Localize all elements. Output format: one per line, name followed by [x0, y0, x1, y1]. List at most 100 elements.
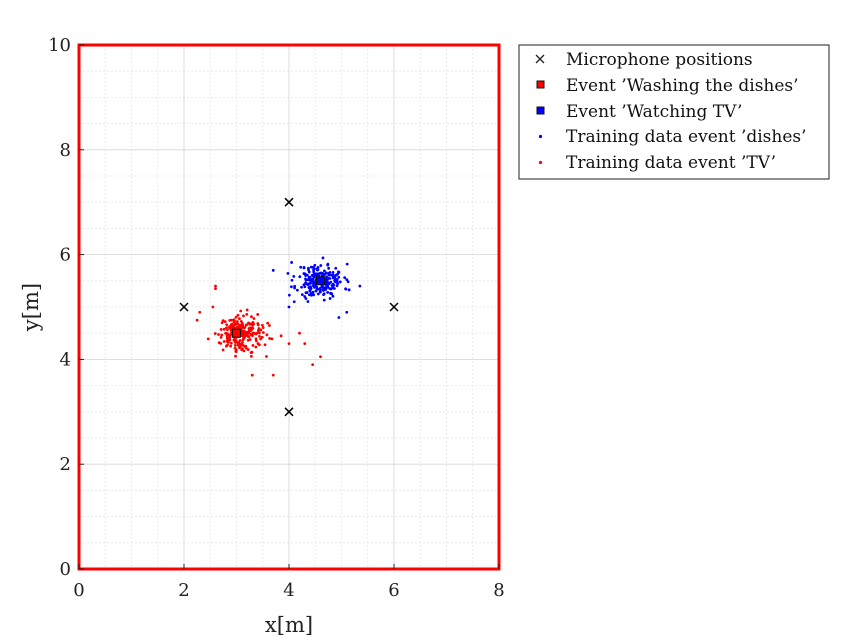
training-point [300, 293, 304, 297]
training-point [290, 261, 294, 264]
training-point [251, 344, 255, 347]
training-point [246, 348, 250, 351]
training-point [312, 293, 316, 297]
training-point [279, 334, 283, 338]
training-point [268, 337, 272, 340]
training-point [328, 297, 332, 300]
training-point [221, 348, 225, 352]
training-point [328, 287, 332, 290]
training-point [321, 285, 325, 289]
data-layer [179, 197, 399, 417]
x-tick-label: 0 [73, 580, 84, 601]
legend-marker-microphones [535, 54, 545, 64]
training-point [232, 320, 236, 324]
microphone-marker [284, 407, 294, 417]
training-point [225, 323, 229, 327]
training-point [265, 355, 268, 358]
training-point [221, 319, 225, 323]
training-point [307, 266, 310, 270]
training-point [300, 285, 303, 289]
training-point [234, 354, 237, 358]
training-point [234, 339, 238, 343]
training-point [312, 273, 316, 277]
training-point [322, 293, 325, 297]
training-point [334, 273, 338, 277]
training-point [252, 317, 256, 320]
training-point [233, 346, 237, 350]
training-point [331, 294, 335, 298]
training-point [242, 314, 245, 318]
training-point [195, 318, 199, 322]
training-point [250, 373, 254, 377]
x-tick-label: 2 [178, 580, 189, 601]
training-point [325, 286, 328, 290]
training-point [295, 288, 299, 292]
microphone-marker [179, 302, 189, 312]
training-point [214, 284, 217, 288]
training-point [338, 280, 342, 284]
microphone-marker [284, 197, 294, 207]
training-point [312, 268, 315, 272]
training-point [259, 337, 263, 341]
training-point [306, 300, 310, 303]
training-point [326, 290, 330, 294]
training-point [261, 323, 264, 327]
training-point [247, 327, 251, 331]
legend-marker-event-tv [536, 106, 545, 115]
training-point [316, 292, 320, 296]
training-point [249, 322, 253, 326]
training-point [303, 295, 307, 298]
x-axis-label: x[m] [265, 613, 313, 637]
training-point [257, 331, 261, 335]
training-point [240, 348, 244, 352]
y-tick-label: 0 [60, 559, 71, 580]
training-point [257, 343, 261, 347]
training-point [237, 341, 241, 344]
training-point [254, 332, 258, 336]
training-point [213, 332, 217, 335]
training-point [240, 332, 244, 336]
training-point [220, 333, 224, 337]
training-point [344, 287, 348, 291]
legend-marker-training-dishes [538, 134, 543, 139]
training-point [337, 275, 341, 279]
training-point [299, 265, 303, 269]
training-point [261, 331, 265, 334]
training-point [248, 338, 252, 341]
training-point [246, 335, 250, 339]
training-point [241, 341, 244, 344]
training-point [304, 274, 307, 277]
training-point [287, 305, 291, 309]
legend-label-event-tv: Event ’Watching TV’ [566, 102, 742, 122]
training-point [242, 336, 246, 340]
training-point [287, 342, 291, 346]
training-point [322, 288, 325, 292]
training-point [225, 326, 228, 330]
legend-box [518, 44, 830, 180]
training-point [243, 331, 247, 334]
training-point [345, 262, 349, 266]
training-point [309, 265, 313, 269]
training-point [236, 313, 240, 317]
training-point [239, 325, 243, 328]
x-tick-label: 4 [283, 580, 294, 601]
training-point [298, 331, 301, 335]
training-point [234, 349, 238, 353]
training-point [302, 272, 306, 275]
training-point [337, 316, 341, 319]
training-point [332, 287, 336, 290]
training-point [217, 333, 220, 336]
training-point [309, 281, 312, 285]
training-point [244, 344, 248, 348]
training-point [251, 334, 254, 338]
training-point [336, 270, 340, 274]
training-point [227, 338, 230, 341]
training-point [315, 287, 319, 291]
training-point [229, 323, 233, 326]
training-point [250, 315, 253, 319]
training-point [329, 292, 333, 295]
training-point [326, 262, 330, 266]
training-point [220, 321, 224, 325]
training-point [303, 285, 307, 289]
